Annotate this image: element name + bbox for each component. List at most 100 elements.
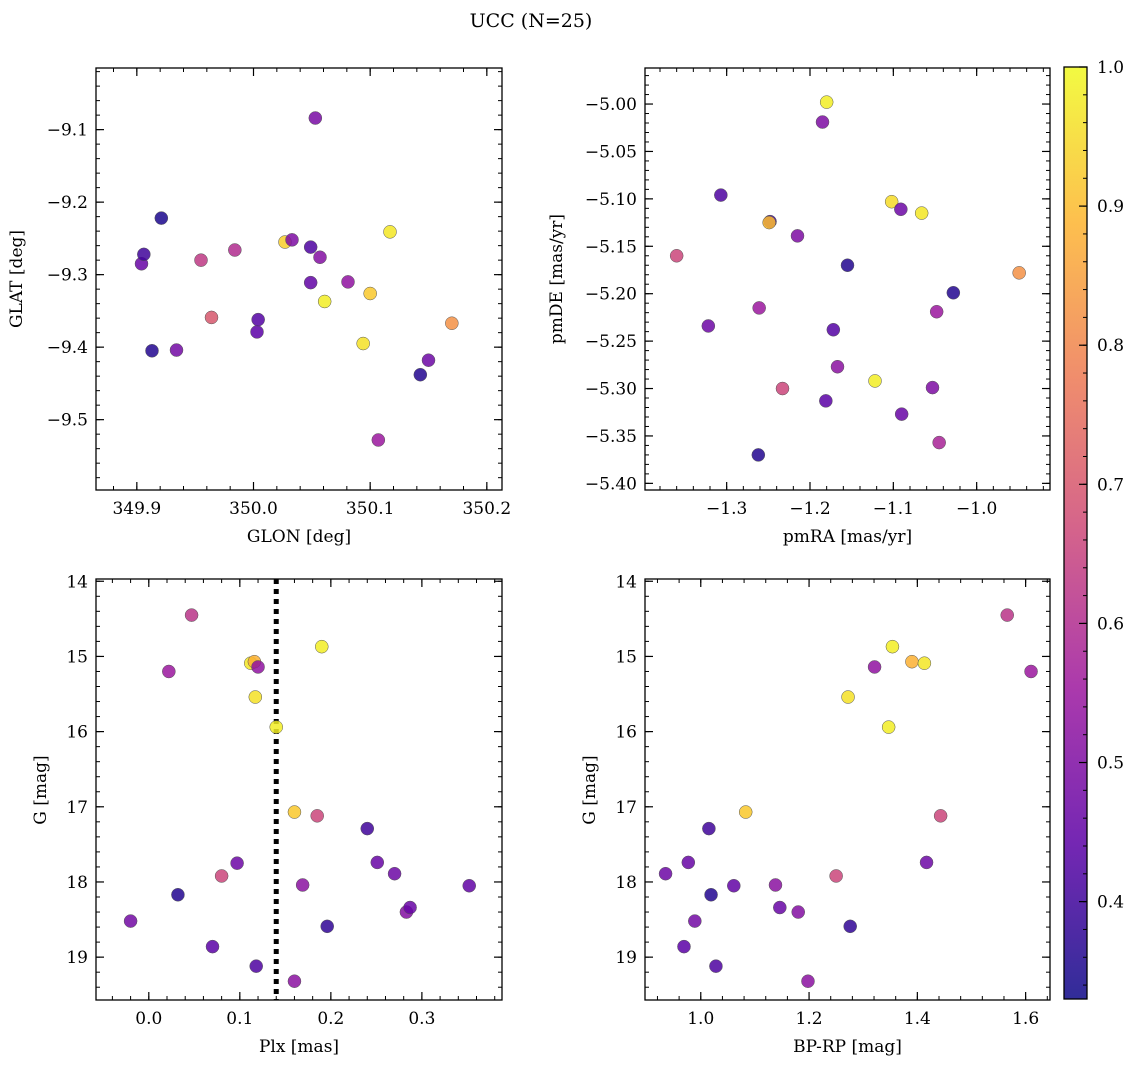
colorbar-tick-label: 0.6 (1097, 614, 1124, 634)
data-point (738, 805, 753, 819)
data-point (704, 888, 718, 902)
data-point (205, 939, 220, 954)
data-point (287, 805, 302, 819)
data-point (919, 855, 934, 870)
data-point (905, 654, 919, 669)
data-point (310, 809, 324, 823)
y-tick-label: −5.00 (585, 95, 637, 115)
x-axis-label: BP-RP [mag] (793, 1037, 902, 1057)
y-tick-label: 16 (66, 723, 88, 743)
axes-frame (644, 578, 1051, 1001)
y-tick-label: −5.40 (585, 474, 637, 494)
data-point (914, 206, 929, 220)
data-point (251, 660, 265, 674)
data-point (285, 233, 299, 247)
x-tick-label: 0.0 (135, 1009, 162, 1029)
data-point (932, 435, 946, 450)
data-point (295, 878, 310, 892)
x-tick-label: 1.4 (904, 1009, 931, 1029)
data-point (925, 380, 940, 395)
panel-pmra-pmde: −1.3 −1.2 −1.1 −1.0 −5.00 −5.05 −5.10 −5.15 −5.2… (547, 67, 1051, 547)
data-point (714, 188, 728, 202)
y-tick-label: −9.5 (47, 411, 88, 431)
colorbar-tick-label: 0.5 (1097, 754, 1124, 774)
data-point (819, 95, 834, 109)
data-point (214, 869, 229, 883)
y-tick-label: 17 (66, 798, 88, 818)
data-point (658, 866, 673, 881)
data-point (171, 888, 185, 902)
x-tick-label: 350.2 (462, 499, 511, 519)
data-point (421, 353, 436, 367)
data-point (303, 275, 318, 290)
data-point (317, 294, 332, 309)
colorbar-gradient (1064, 67, 1087, 999)
y-tick-label: −5.30 (585, 380, 637, 400)
data-point (315, 639, 329, 654)
data-point (356, 336, 370, 351)
data-point (751, 448, 766, 462)
data-point (313, 250, 327, 264)
data-point (815, 115, 830, 129)
data-point (894, 407, 909, 421)
x-tick-label: 349.9 (112, 499, 161, 519)
data-point (413, 367, 428, 382)
y-axis-label: G [mag] (31, 755, 51, 824)
data-point (360, 821, 375, 836)
x-tick-label: 0.2 (317, 1009, 344, 1029)
data-point (1024, 664, 1038, 679)
colorbar-tick-label: 0.4 (1097, 893, 1124, 913)
x-tick-label: 0.1 (226, 1009, 253, 1029)
data-point (251, 312, 265, 327)
y-tick-label: 15 (615, 647, 637, 667)
y-tick-label: 16 (615, 723, 637, 743)
colorbar-tick-label: 0.8 (1097, 336, 1124, 356)
data-point (1012, 266, 1026, 280)
data-point (688, 914, 702, 928)
y-tick-label: −5.10 (585, 190, 637, 210)
data-point (773, 900, 787, 915)
data-point (162, 664, 176, 679)
x-tick-label: −1.1 (873, 499, 914, 519)
y-tick-label: 18 (66, 873, 88, 893)
data-point (145, 344, 159, 358)
y-tick-label: 14 (66, 572, 88, 592)
y-axis-label: G [mag] (580, 755, 600, 824)
colorbar-tick-label: 1.0 (1097, 58, 1124, 78)
data-point (884, 194, 899, 209)
data-point (123, 914, 138, 928)
y-tick-label: −9.1 (47, 121, 88, 141)
data-point (829, 869, 843, 883)
data-point (701, 319, 716, 333)
data-point (669, 249, 684, 263)
data-point (775, 381, 790, 396)
figure-title: UCC (N=25) (470, 10, 593, 32)
data-point (383, 225, 397, 239)
y-tick-label: −9.2 (47, 193, 88, 213)
y-tick-label: 18 (615, 873, 637, 893)
axes-frame (644, 67, 1051, 491)
data-point (371, 433, 386, 447)
data-point (917, 656, 932, 670)
y-tick-label: −5.25 (585, 332, 637, 352)
y-tick-label: −5.35 (585, 427, 637, 447)
data-point (929, 304, 944, 319)
axes-frame (95, 67, 503, 491)
x-tick-label: −1.3 (706, 499, 747, 519)
data-point (881, 720, 896, 734)
data-point (791, 905, 805, 919)
data-point (269, 720, 283, 734)
data-point (819, 394, 833, 408)
x-axis-label: pmRA [mas/yr] (783, 527, 912, 547)
data-point (137, 247, 151, 262)
data-point (868, 374, 882, 388)
data-point (248, 690, 263, 704)
data-point (303, 240, 318, 254)
data-point (320, 919, 334, 934)
data-point (363, 286, 377, 301)
colorbar-tick-label: 0.9 (1097, 197, 1124, 217)
data-point (702, 821, 716, 836)
x-tick-label: 0.3 (408, 1009, 435, 1029)
data-point (709, 959, 723, 973)
